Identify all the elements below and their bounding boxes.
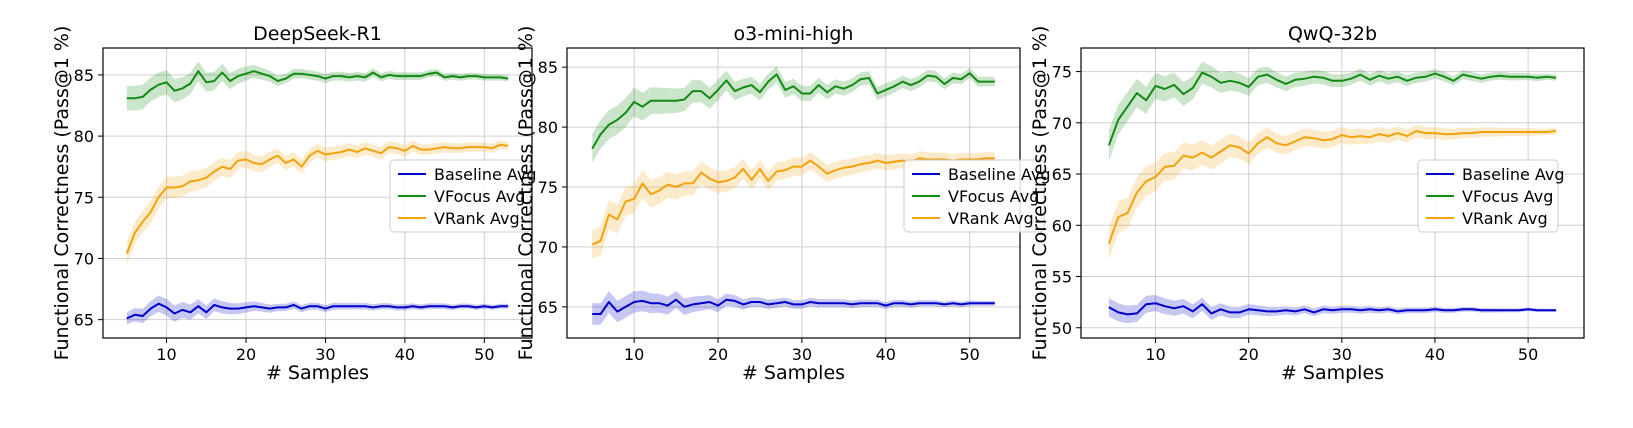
confidence-band xyxy=(1108,124,1557,261)
y-tick-label: 75 xyxy=(538,178,558,197)
x-tick-label: 20 xyxy=(708,345,728,364)
y-tick-label: 75 xyxy=(1052,63,1072,82)
x-tick-label: 50 xyxy=(959,345,979,364)
confidence-band xyxy=(126,61,509,111)
y-axis-label: Functional Correctness (Pass@1 %) xyxy=(1029,26,1051,361)
series-line-vrank-avg xyxy=(125,143,509,254)
series-line-baseline-avg xyxy=(126,302,509,320)
x-tick-label: 30 xyxy=(792,345,812,364)
x-tick-label: 10 xyxy=(156,345,176,364)
confidence-band xyxy=(1108,61,1557,161)
legend-entry: VRank Avg xyxy=(1462,209,1548,228)
y-tick-label: 80 xyxy=(538,118,558,137)
x-axis-label: # Samples xyxy=(742,362,845,384)
y-axis-label: Functional Correctness (Pass@1 %) xyxy=(515,26,537,361)
legend-box xyxy=(1417,159,1559,233)
x-tick-label: 50 xyxy=(1518,345,1538,364)
series-line-baseline-avg xyxy=(592,298,995,315)
chart-panel-1: 10 20 30 40 50 65 70 75 80 85 DeepSeek-R1 # Samples… xyxy=(51,23,537,384)
series-line-vfocus-avg xyxy=(591,72,995,150)
x-tick-label: 20 xyxy=(236,345,256,364)
plot-frame xyxy=(102,47,533,339)
plot-frame xyxy=(1080,47,1585,339)
x-tick-label: 10 xyxy=(624,345,644,364)
y-tick-label: 60 xyxy=(1052,216,1072,235)
confidence-band xyxy=(126,140,509,265)
y-tick-label: 65 xyxy=(74,311,94,330)
series-line-vfocus-avg xyxy=(126,70,509,100)
y-tick-label: 65 xyxy=(1052,165,1072,184)
legend-entry: Baseline Avg xyxy=(948,165,1051,184)
x-tick-label: 30 xyxy=(1332,345,1352,364)
y-tick-label: 85 xyxy=(74,66,94,85)
legend-entry: VFocus Avg xyxy=(1462,187,1553,206)
legend-box xyxy=(389,159,531,233)
x-tick-label: 50 xyxy=(474,345,494,364)
x-tick-label: 40 xyxy=(876,345,896,364)
confidence-band xyxy=(1108,295,1557,324)
y-tick-label: 70 xyxy=(1052,114,1072,133)
legend: Baseline Avg VFocus Avg VRank Avg xyxy=(389,159,537,233)
legend-entry: Baseline Avg xyxy=(1462,165,1565,184)
x-axis-label: # Samples xyxy=(1281,362,1384,384)
y-tick-label: 75 xyxy=(74,188,94,207)
x-tick-label: 30 xyxy=(315,345,335,364)
x-axis-label: # Samples xyxy=(266,362,369,384)
confidence-band xyxy=(592,66,995,163)
y-tick-label: 50 xyxy=(1052,319,1072,338)
y-tick-label: 85 xyxy=(538,58,558,77)
series-line-vrank-avg xyxy=(1107,130,1557,245)
x-tick-label: 10 xyxy=(1145,345,1165,364)
series-line-vfocus-avg xyxy=(1107,71,1557,146)
chart-title: DeepSeek-R1 xyxy=(253,23,382,45)
y-tick-label: 55 xyxy=(1052,268,1072,287)
confidence-band xyxy=(126,295,509,325)
chart-panel-2: 10 20 30 40 50 65 70 75 80 85 o3-mini-high # Sample… xyxy=(515,23,1051,384)
legend: Baseline Avg VFocus Avg VRank Avg xyxy=(1417,159,1565,233)
y-tick-label: 70 xyxy=(74,249,94,268)
y-tick-label: 80 xyxy=(74,127,94,146)
legend-entry: VFocus Avg xyxy=(434,187,525,206)
legend-box xyxy=(903,159,1045,233)
chart-panel-3: 10 20 30 40 50 50 55 60 65 70 75 QwQ-32b # Samples Fu… xyxy=(1029,23,1585,384)
x-tick-label: 20 xyxy=(1238,345,1258,364)
y-tick-label: 65 xyxy=(538,298,558,317)
series-line-vrank-avg xyxy=(591,157,995,246)
confidence-band xyxy=(592,290,995,325)
legend: Baseline Avg VFocus Avg VRank Avg xyxy=(903,159,1051,233)
x-tick-label: 40 xyxy=(1425,345,1445,364)
x-tick-label: 40 xyxy=(395,345,415,364)
legend-entry: VRank Avg xyxy=(948,209,1034,228)
legend-entry: VFocus Avg xyxy=(948,187,1039,206)
y-tick-label: 70 xyxy=(538,238,558,257)
confidence-band xyxy=(592,151,995,259)
legend-entry: Baseline Avg xyxy=(434,165,537,184)
legend-entry: VRank Avg xyxy=(434,209,520,228)
chart-title: QwQ-32b xyxy=(1288,23,1377,45)
series-line-baseline-avg xyxy=(1108,302,1557,316)
chart-title: o3-mini-high xyxy=(734,23,854,45)
y-axis-label: Functional Correctness (Pass@1 %) xyxy=(51,26,73,361)
